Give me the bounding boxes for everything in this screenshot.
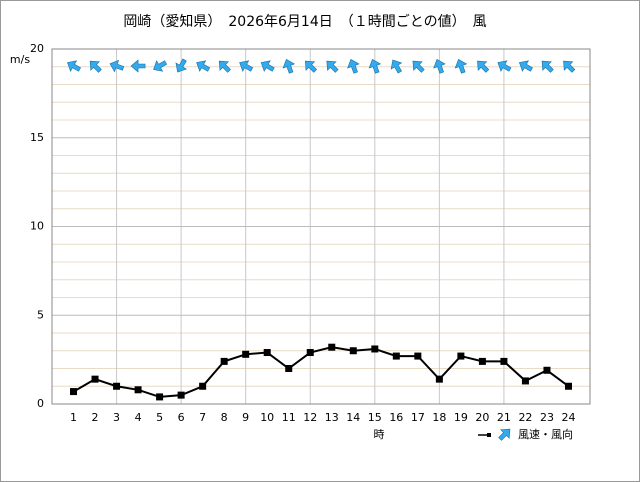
x-tick-label: 19 — [454, 411, 468, 424]
wind-arrow — [153, 60, 168, 72]
x-tick-label: 7 — [199, 411, 206, 424]
legend-label: 風速・風向 — [518, 427, 573, 441]
speed-marker — [70, 388, 78, 396]
speed-marker — [220, 357, 228, 365]
wind-arrow — [218, 60, 231, 73]
wind-arrow — [563, 60, 576, 73]
speed-marker — [263, 349, 271, 357]
speed-marker — [306, 349, 314, 357]
x-tick-label: 22 — [518, 411, 532, 424]
wind-arrow — [326, 60, 339, 73]
x-tick-label: 18 — [432, 411, 446, 424]
x-tick-label: 16 — [389, 411, 403, 424]
speed-marker — [91, 375, 99, 383]
x-tick-label: 9 — [242, 411, 249, 424]
wind-arrow — [347, 58, 360, 74]
x-tick-label: 20 — [475, 411, 489, 424]
wind-arrow — [477, 60, 490, 73]
speed-marker — [328, 343, 336, 351]
wind-arrow — [454, 58, 468, 74]
wind-arrow — [109, 59, 125, 73]
speed-line — [73, 346, 570, 398]
speed-marker — [392, 352, 400, 360]
x-tick-label: 15 — [368, 411, 382, 424]
x-tick-label: 11 — [282, 411, 296, 424]
speed-marker — [543, 366, 551, 374]
x-tick-label: 23 — [540, 411, 554, 424]
x-tick-label: 13 — [325, 411, 339, 424]
y-tick-label: 10 — [30, 220, 44, 233]
x-tick-label: 24 — [561, 411, 575, 424]
speed-marker — [177, 391, 185, 399]
x-tick-label: 14 — [346, 411, 360, 424]
wind-arrow — [196, 60, 211, 72]
speed-marker — [199, 382, 207, 390]
wind-arrow — [497, 60, 512, 72]
plot-border — [51, 48, 591, 405]
x-tick-label: 4 — [135, 411, 142, 424]
speed-marker — [156, 393, 164, 401]
speed-marker — [349, 347, 357, 355]
speed-marker — [414, 352, 422, 360]
wind-arrow — [260, 60, 275, 72]
x-tick-label: 10 — [260, 411, 274, 424]
speed-marker — [134, 386, 142, 394]
x-tick-label: 1 — [70, 411, 77, 424]
speed-marker — [285, 365, 293, 372]
x-tick-label: 21 — [497, 411, 511, 424]
speed-marker — [478, 357, 486, 365]
x-tick-label: 17 — [411, 411, 425, 424]
wind-arrow — [433, 58, 446, 74]
speed-marker — [113, 382, 121, 390]
speed-marker — [242, 350, 250, 358]
chart-title: 岡崎（愛知県） 2026年6月14日 （１時間ごとの値） 風 — [123, 13, 486, 30]
x-tick-label: 5 — [156, 411, 163, 424]
wind-arrow — [89, 60, 102, 73]
x-tick-label: 2 — [92, 411, 99, 424]
y-tick-label: 20 — [30, 42, 44, 55]
wind-arrow — [175, 58, 188, 73]
wind-arrow — [239, 60, 254, 72]
speed-marker — [435, 375, 443, 383]
wind-arrow — [518, 60, 533, 72]
x-tick-label: 3 — [113, 411, 120, 424]
wind-arrow — [541, 60, 554, 73]
speed-marker — [521, 377, 529, 385]
wind-arrow — [304, 60, 318, 73]
wind-arrow — [282, 58, 296, 74]
x-tick-label: 6 — [178, 411, 185, 424]
wind-arrow — [67, 60, 81, 72]
speed-marker — [500, 357, 508, 365]
y-tick-label: 5 — [37, 308, 44, 321]
y-tick-label: 15 — [30, 131, 44, 144]
wind-arrow — [368, 58, 382, 74]
y-unit: m/s — [10, 53, 30, 66]
wind-arrow — [390, 59, 403, 74]
wind-arrow — [412, 60, 425, 73]
legend-marker — [487, 433, 491, 437]
speed-marker — [371, 345, 379, 353]
x-label: 時 — [374, 428, 385, 441]
speed-marker — [564, 382, 572, 390]
y-tick-label: 0 — [37, 397, 44, 410]
x-tick-label: 12 — [303, 411, 317, 424]
x-tick-label: 8 — [221, 411, 228, 424]
speed-marker — [457, 352, 465, 360]
legend-arrow — [498, 428, 511, 441]
wind-arrow — [130, 59, 146, 73]
